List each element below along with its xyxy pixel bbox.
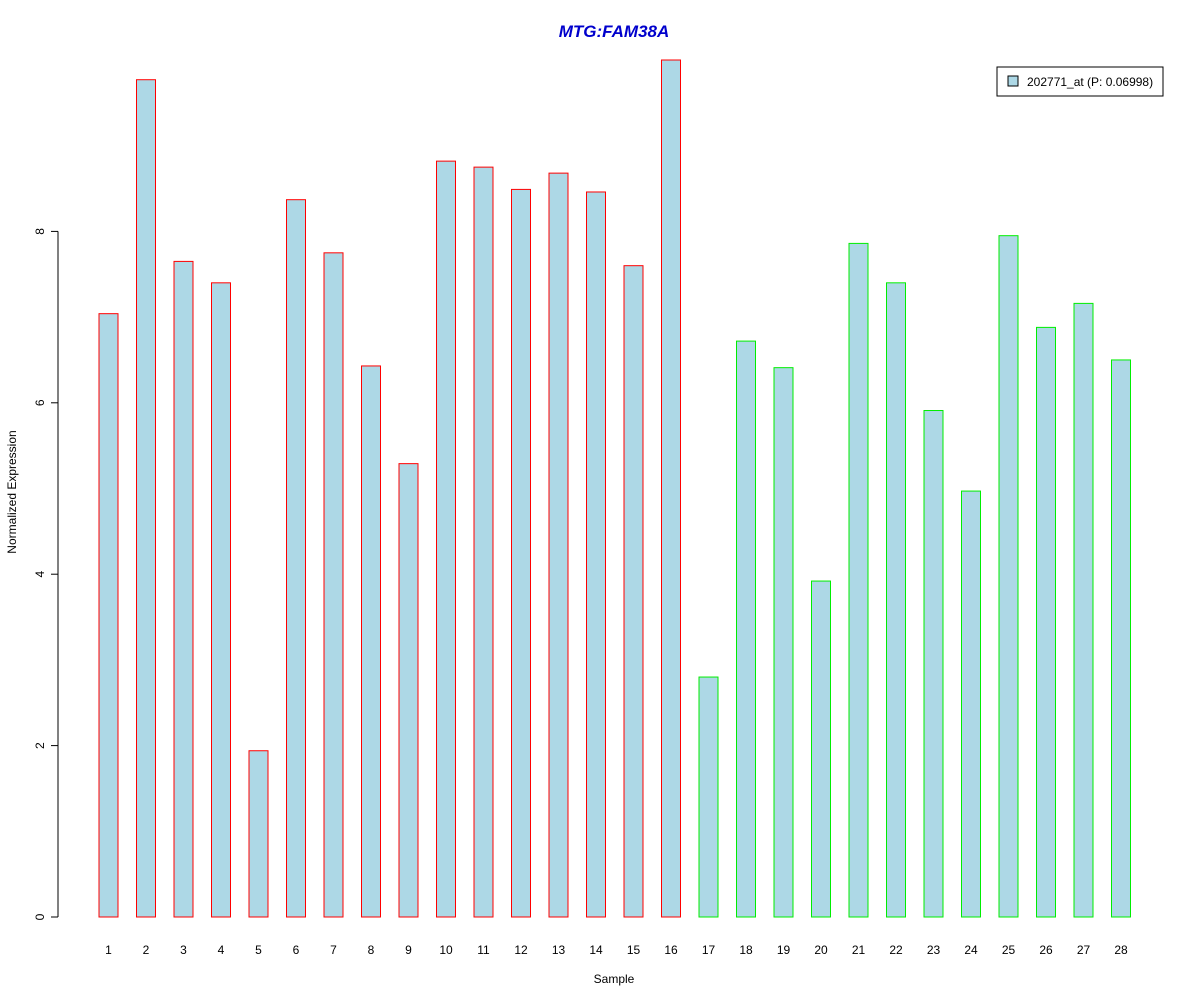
x-tick-label: 3 (180, 943, 187, 957)
bar-sample-21 (848, 242, 869, 918)
bar-sample-7 (323, 252, 344, 918)
bars (98, 59, 1131, 918)
bar-sample-28 (1111, 359, 1131, 918)
x-tick-label: 20 (814, 943, 828, 957)
x-tick-label: 9 (405, 943, 412, 957)
bar-sample-1 (98, 313, 119, 918)
x-tick-label: 25 (1002, 943, 1016, 957)
x-tick-label: 10 (439, 943, 453, 957)
bar-sample-12 (511, 188, 531, 918)
x-tick-label: 18 (739, 943, 753, 957)
x-tick-label: 24 (964, 943, 978, 957)
x-tick-label: 23 (927, 943, 941, 957)
legend-swatch (1007, 75, 1019, 87)
x-tick-label: 7 (330, 943, 337, 957)
bar-sample-5 (248, 750, 269, 918)
y-tick-label: 8 (33, 228, 47, 235)
bar-sample-9 (398, 463, 419, 918)
x-tick-label: 16 (664, 943, 678, 957)
bar-sample-10 (436, 160, 456, 918)
x-tick-label: 12 (514, 943, 528, 957)
x-tick-label: 28 (1114, 943, 1128, 957)
bar-sample-8 (361, 365, 381, 918)
bar-sample-17 (698, 676, 719, 918)
x-tick-label: 15 (627, 943, 641, 957)
bar-sample-16 (661, 59, 681, 918)
x-tick-label: 17 (702, 943, 716, 957)
bar-sample-13 (548, 172, 569, 918)
bar-sample-6 (286, 199, 306, 918)
bar-sample-26 (1036, 326, 1056, 918)
x-tick-label: 14 (589, 943, 603, 957)
y-tick-label: 0 (33, 913, 47, 920)
x-axis-tick-labels: 1 2 3 4 5 6 7 8 9 10 11 12 13 14 15 16 17 18 19 20 21 22 23 24 2… (105, 943, 1128, 957)
y-tick-label: 6 (33, 399, 47, 406)
x-tick-label: 19 (777, 943, 791, 957)
bar-sample-18 (736, 340, 756, 918)
y-tick-label: 4 (33, 571, 47, 578)
x-tick-label: 1 (105, 943, 112, 957)
bar-sample-4 (211, 282, 231, 918)
bar-sample-24 (961, 490, 981, 918)
bar-sample-22 (886, 282, 906, 918)
x-tick-label: 22 (889, 943, 903, 957)
x-tick-label: 27 (1077, 943, 1091, 957)
bar-sample-15 (623, 265, 644, 918)
bar-sample-19 (773, 367, 794, 918)
bar-sample-23 (923, 410, 944, 918)
x-tick-label: 11 (477, 943, 490, 957)
bar-sample-3 (173, 260, 194, 918)
bar-sample-27 (1073, 302, 1094, 918)
y-axis-label: Normalized Expression (5, 430, 19, 553)
bar-sample-25 (998, 235, 1019, 918)
x-axis-label: Sample (594, 972, 635, 986)
bar-sample-20 (811, 580, 831, 918)
x-tick-label: 2 (143, 943, 150, 957)
x-tick-label: 6 (293, 943, 300, 957)
x-tick-label: 13 (552, 943, 566, 957)
bar-sample-11 (473, 166, 494, 918)
y-tick-label: 2 (33, 742, 47, 749)
x-tick-label: 26 (1039, 943, 1053, 957)
legend-entry-label: 202771_at (P: 0.06998) (1027, 75, 1153, 89)
x-tick-label: 4 (218, 943, 225, 957)
x-tick-label: 5 (255, 943, 262, 957)
x-tick-label: 8 (368, 943, 375, 957)
y-axis: 0 2 4 6 8 (33, 228, 59, 920)
legend: 202771_at (P: 0.06998) (996, 66, 1164, 97)
x-tick-label: 21 (852, 943, 866, 957)
bar-sample-2 (136, 79, 156, 918)
chart-title: MTG:FAM38A (559, 22, 670, 41)
bar-sample-14 (586, 191, 606, 918)
legend-box (996, 66, 1164, 97)
